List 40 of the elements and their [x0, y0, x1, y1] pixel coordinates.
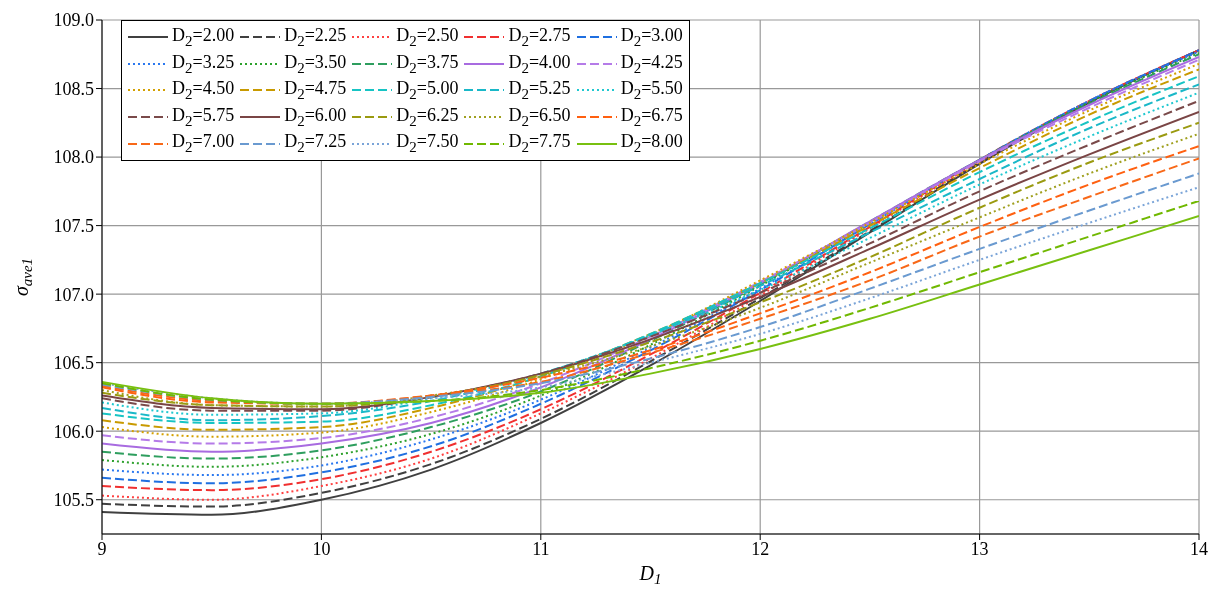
legend-label: D$_{2}$=5.25	[508, 78, 571, 103]
legend-label: D$_{2}$=7.00	[172, 131, 235, 156]
legend-label: D$_{2}$=3.50	[284, 51, 347, 77]
y-tick-label: 105.5	[53, 490, 94, 511]
x-tick-label: 14	[1190, 538, 1208, 559]
legend-label: D$_{2}$=4.50	[172, 78, 235, 103]
x-tick-label: 12	[751, 538, 770, 559]
legend-label: D$_{2}$=2.50	[396, 25, 459, 50]
legend-label: D$_{2}$=3.75	[396, 51, 459, 77]
y-tick-label: 107.5	[53, 215, 94, 236]
y-tick-label: 108.0	[53, 147, 94, 168]
y-tick-label: 106.5	[53, 353, 94, 374]
legend-label: D$_{2}$=5.50	[620, 78, 683, 103]
x-tick-label: 10	[312, 538, 331, 559]
x-axis-title: D$_{1}$	[638, 562, 662, 587]
legend-label: D$_{2}$=7.25	[284, 131, 347, 156]
legend-label: D$_{2}$=4.00	[508, 51, 571, 77]
legend-label: D$_{2}$=3.25	[172, 51, 235, 77]
legend-label: D$_{2}$=2.00	[172, 25, 235, 50]
legend-label: D$_{2}$=2.25	[284, 25, 347, 50]
legend-label: D$_{2}$=7.50	[396, 131, 459, 156]
x-tick-label: 9	[97, 538, 107, 559]
x-tick-label: 13	[970, 538, 989, 559]
legend-label: D$_{2}$=2.75	[508, 25, 571, 50]
x-tick-label: 11	[532, 538, 550, 559]
legend-label: D$_{2}$=6.50	[508, 104, 571, 130]
legend-label: D$_{2}$=6.00	[284, 104, 347, 130]
legend-label: D$_{2}$=3.00	[620, 25, 683, 50]
legend-label: D$_{2}$=6.75	[620, 104, 683, 130]
legend-label: D$_{2}$=4.75	[284, 78, 347, 103]
legend-label: D$_{2}$=5.75	[172, 104, 235, 130]
y-tick-label: 106.0	[53, 421, 94, 442]
y-tick-label: 108.5	[53, 78, 94, 99]
legend-label: D$_{2}$=6.25	[396, 104, 459, 130]
legend-label: D$_{2}$=7.75	[508, 131, 571, 156]
legend-label: D$_{2}$=4.25	[620, 51, 683, 77]
y-tick-label: 109.0	[53, 10, 94, 31]
legend-label: D$_{2}$=5.00	[396, 78, 459, 103]
y-tick-label: 107.0	[53, 284, 94, 305]
legend-label: D$_{2}$=8.00	[620, 131, 683, 156]
